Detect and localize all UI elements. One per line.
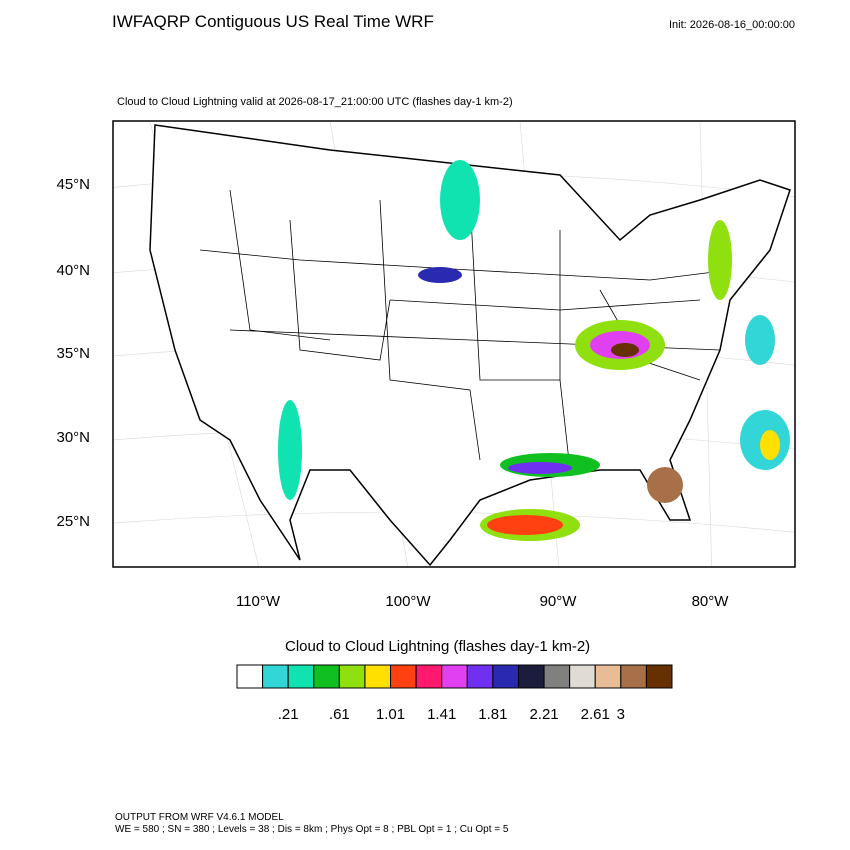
init-time: Init: 2026-08-16_00:00:00 [669,19,795,31]
map-frame [112,120,796,568]
colorbar-label: 2.61 [581,706,610,723]
colorbar-box [441,664,468,689]
colorbar-box [645,664,673,689]
colorbar-box [313,664,340,689]
colorbar-label: 1.01 [376,706,405,723]
colorbar-box [569,664,596,689]
colorbar-box [517,664,545,689]
colorbar-box [415,664,443,689]
colorbar-box [594,664,622,689]
colorbar-box [338,664,366,689]
colorbar-box [236,664,264,689]
colorbar-label: .61 [329,706,350,723]
colorbar-label: 3 [617,706,625,723]
lon-label: 110°W [236,593,281,610]
colorbar-label: 2.21 [529,706,558,723]
colorbar-title: Cloud to Cloud Lightning (flashes day-1 … [285,638,590,655]
colorbar-box [543,664,571,689]
footer-line: WE = 580 ; SN = 380 ; Levels = 38 ; Dis … [115,824,509,835]
lightning-shading [278,160,790,541]
colorbar-box [390,664,417,689]
lon-label: 80°W [692,593,730,610]
map-area [113,121,795,567]
map-subtitle: Cloud to Cloud Lightning valid at 2026-0… [117,96,513,108]
colorbar-box [364,664,392,689]
lat-label: 25°N [56,513,90,530]
colorbar-box [287,664,315,689]
lat-label: 30°N [56,429,90,446]
colorbar-label: .21 [278,706,299,723]
lat-label: 40°N [56,262,90,279]
lon-label: 100°W [385,593,431,610]
colorbar-box [492,664,519,689]
colorbar-box [466,664,494,689]
colorbar-box [262,664,289,689]
colorbar-label: 1.41 [427,706,456,723]
title: IWFAQRP Contiguous US Real Time WRF [112,12,434,31]
colorbar-label: 1.81 [478,706,507,723]
colorbar-box [620,664,647,689]
lat-label: 45°N [56,176,90,193]
lon-label: 90°W [540,593,578,610]
footer-line: OUTPUT FROM WRF V4.6.1 MODEL [115,812,284,823]
lat-label: 35°N [56,345,90,362]
